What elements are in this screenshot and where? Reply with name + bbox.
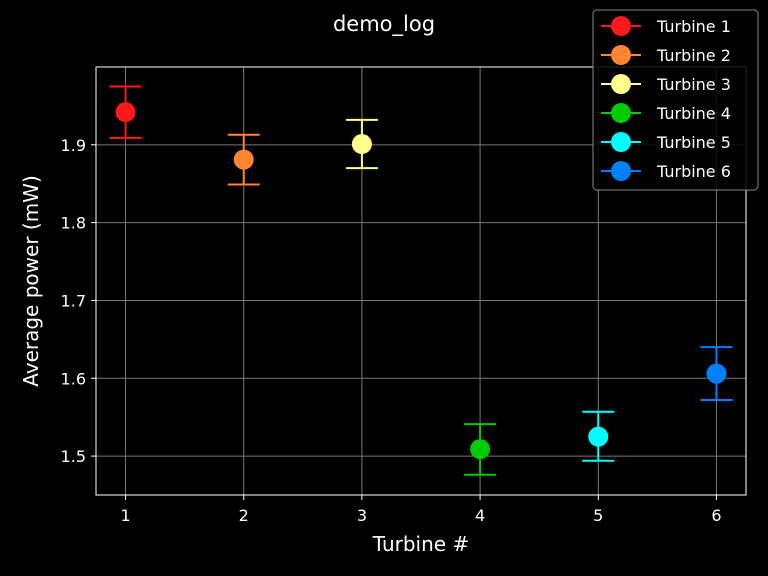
legend-marker	[611, 16, 631, 36]
legend: Turbine 1 Turbine 2 Turbine 3 Turbine 4 Turb…	[592, 9, 759, 191]
series-turbine-4	[464, 423, 497, 476]
data-point	[115, 102, 136, 123]
series-turbine-6	[700, 346, 733, 402]
y-tick-label: 1.9	[61, 136, 86, 155]
legend-marker	[611, 74, 631, 94]
legend-label: Turbine 2	[656, 46, 731, 65]
legend-marker	[611, 132, 631, 152]
legend-item: Turbine 1	[601, 16, 731, 36]
series-turbine-2	[227, 133, 260, 186]
x-tick-label: 1	[120, 506, 130, 525]
chart-title: demo_log	[333, 12, 435, 37]
y-tick-label: 1.5	[61, 447, 86, 466]
legend-item: Turbine 5	[601, 132, 731, 152]
legend-label: Turbine 1	[656, 17, 731, 36]
legend-item: Turbine 4	[601, 103, 731, 123]
legend-item: Turbine 2	[601, 45, 731, 65]
legend-marker	[611, 161, 631, 181]
x-axis: 1 2 3 4 5 6	[120, 495, 722, 525]
x-tick-label: 4	[475, 506, 485, 525]
legend-label: Turbine 5	[656, 133, 731, 152]
x-tick-label: 6	[711, 506, 721, 525]
series-turbine-5	[582, 410, 615, 462]
y-tick-label: 1.8	[61, 214, 86, 233]
data-point	[706, 363, 727, 384]
legend-label: Turbine 4	[656, 104, 731, 123]
series-turbine-1	[109, 85, 142, 139]
legend-label: Turbine 3	[656, 75, 731, 94]
y-axis-label: Average power (mW)	[19, 175, 43, 387]
legend-item: Turbine 3	[601, 74, 731, 94]
legend-label: Turbine 6	[656, 162, 731, 181]
data-point	[588, 426, 609, 447]
legend-marker	[611, 103, 631, 123]
x-axis-label: Turbine #	[372, 532, 469, 556]
x-tick-label: 5	[593, 506, 603, 525]
y-axis: 1.5 1.6 1.7 1.8 1.9	[61, 136, 96, 466]
series-turbine-3	[345, 118, 378, 170]
data-point	[351, 134, 372, 155]
x-tick-label: 3	[357, 506, 367, 525]
data-point	[470, 439, 491, 460]
y-tick-label: 1.7	[61, 291, 86, 310]
x-tick-label: 2	[239, 506, 249, 525]
data-point	[233, 149, 254, 170]
legend-item: Turbine 6	[601, 161, 731, 181]
plot-frame	[95, 66, 747, 496]
legend-marker	[611, 45, 631, 65]
y-tick-label: 1.6	[61, 369, 86, 388]
data-points	[109, 85, 733, 476]
